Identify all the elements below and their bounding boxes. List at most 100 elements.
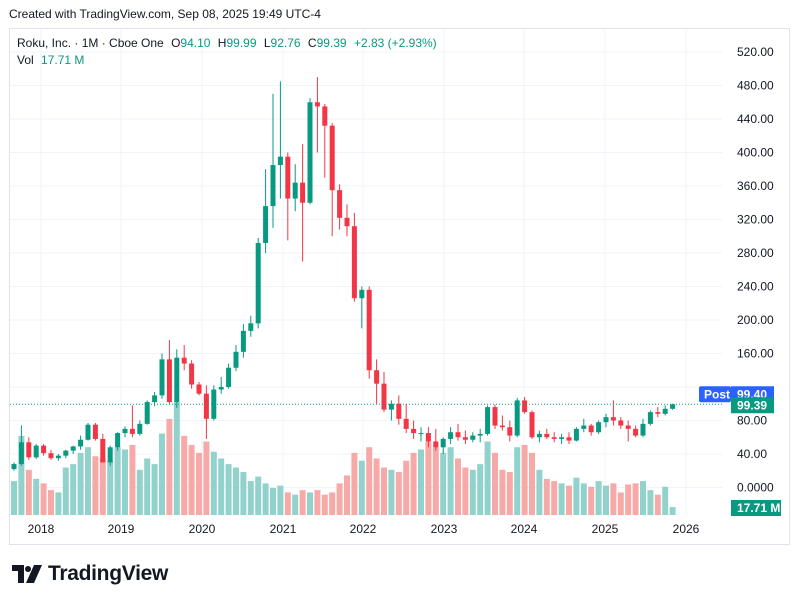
- volume-bar: [536, 469, 543, 515]
- candle-body: [470, 435, 476, 440]
- volume-bar: [262, 483, 269, 515]
- volume-bar: [314, 490, 321, 515]
- candle-body: [573, 428, 579, 441]
- volume-bar: [92, 456, 99, 515]
- volume-bar: [514, 447, 521, 515]
- candle-body: [78, 439, 84, 447]
- price-tick-label: 360.00: [737, 179, 774, 193]
- candle-body: [70, 446, 76, 451]
- candle-body: [640, 423, 646, 436]
- time-tick-label: 2025: [592, 522, 619, 536]
- volume-bar: [159, 433, 165, 515]
- volume-bar: [573, 477, 580, 515]
- volume-bar: [381, 467, 387, 515]
- last-price-tag: [731, 397, 774, 414]
- tradingview-brand[interactable]: TradingView: [12, 562, 168, 586]
- price-tick-label: 40.00: [737, 447, 767, 461]
- candle-body: [522, 400, 528, 413]
- volume-bar: [255, 476, 262, 515]
- candle-body: [233, 351, 239, 368]
- candle-body: [100, 438, 106, 463]
- high-value: 99.99: [226, 36, 257, 50]
- candle-body: [107, 447, 113, 463]
- candle-body: [55, 455, 61, 459]
- time-tick-label: 2018: [28, 522, 55, 536]
- candle-body: [285, 156, 291, 199]
- candle-body: [137, 423, 143, 434]
- candle-body: [166, 359, 172, 403]
- volume-bar: [240, 472, 247, 515]
- volume-bar: [351, 452, 358, 515]
- volume-bar: [662, 486, 669, 515]
- volume-bar: [617, 492, 624, 515]
- volume-bar: [418, 449, 424, 515]
- volume-bar: [55, 492, 62, 515]
- volume-bar: [210, 451, 217, 515]
- candle-body: [514, 400, 520, 436]
- candle-body: [655, 412, 661, 414]
- volume-bar: [151, 464, 158, 515]
- price-tick-label: 480.00: [737, 79, 774, 93]
- last-price-text: 99.39: [737, 398, 767, 412]
- price-axis: 0.0000 40.00 80.00 160.00 200.00 240.00 280.00…: [737, 45, 774, 495]
- candle-body: [396, 403, 402, 419]
- symbol-label[interactable]: Roku, Inc. · 1M · Cboe One: [17, 36, 164, 50]
- candle-body: [174, 357, 180, 403]
- candle-body: [499, 425, 505, 428]
- volume-bar: [62, 467, 69, 515]
- volume-bar: [373, 458, 380, 515]
- volume-tag: [731, 500, 781, 516]
- time-tick-label: 2026: [673, 522, 700, 536]
- volume-bar: [632, 483, 639, 515]
- volume-bar: [603, 485, 609, 515]
- candles: [11, 77, 676, 471]
- price-tick-label: 520.00: [737, 45, 774, 59]
- time-tick-label: 2020: [189, 522, 216, 536]
- volume-label: Vol: [17, 53, 34, 67]
- candle-body: [359, 289, 365, 299]
- volume-bar: [447, 447, 454, 515]
- candle-body: [18, 442, 24, 465]
- volume-bar: [388, 469, 395, 515]
- volume-value: 17.71 M: [41, 53, 85, 67]
- candle-body: [314, 102, 320, 107]
- candle-body: [248, 323, 254, 331]
- candle-body: [418, 433, 424, 435]
- volume-bar: [543, 478, 550, 515]
- time-tick-label: 2024: [511, 522, 538, 536]
- candle-body: [588, 425, 594, 433]
- volume-bar: [40, 483, 47, 515]
- volume-bar: [129, 444, 136, 515]
- candle-body: [536, 433, 542, 438]
- candle-body: [115, 433, 121, 448]
- candle-body: [226, 367, 232, 387]
- volume-bar: [144, 458, 151, 515]
- volume-bar: [203, 441, 210, 515]
- candle-body: [381, 383, 387, 410]
- chart-frame: [9, 28, 790, 545]
- volume-bar: [114, 447, 121, 515]
- candle-body: [455, 432, 461, 438]
- candle-body: [440, 438, 446, 448]
- candle-body: [477, 433, 483, 436]
- close-value: 99.39: [316, 36, 347, 50]
- volume-bar: [18, 435, 25, 515]
- volume-bar: [588, 486, 595, 515]
- candle-body: [63, 450, 69, 456]
- candle-body: [647, 412, 653, 424]
- volume-bar: [233, 467, 239, 515]
- time-tick-label: 2023: [431, 522, 458, 536]
- candle-body: [11, 464, 17, 470]
- volume-bar: [196, 452, 202, 515]
- volume-bar: [48, 490, 54, 515]
- candle-body: [322, 106, 328, 126]
- candle-body: [85, 424, 91, 440]
- candle-body: [203, 393, 209, 419]
- volume-bar: [403, 460, 410, 515]
- volume-bar: [469, 469, 476, 515]
- candle-body: [181, 357, 187, 364]
- price-tick-label: 400.00: [737, 146, 774, 160]
- candle-body: [41, 445, 47, 454]
- volume-bar: [521, 444, 528, 515]
